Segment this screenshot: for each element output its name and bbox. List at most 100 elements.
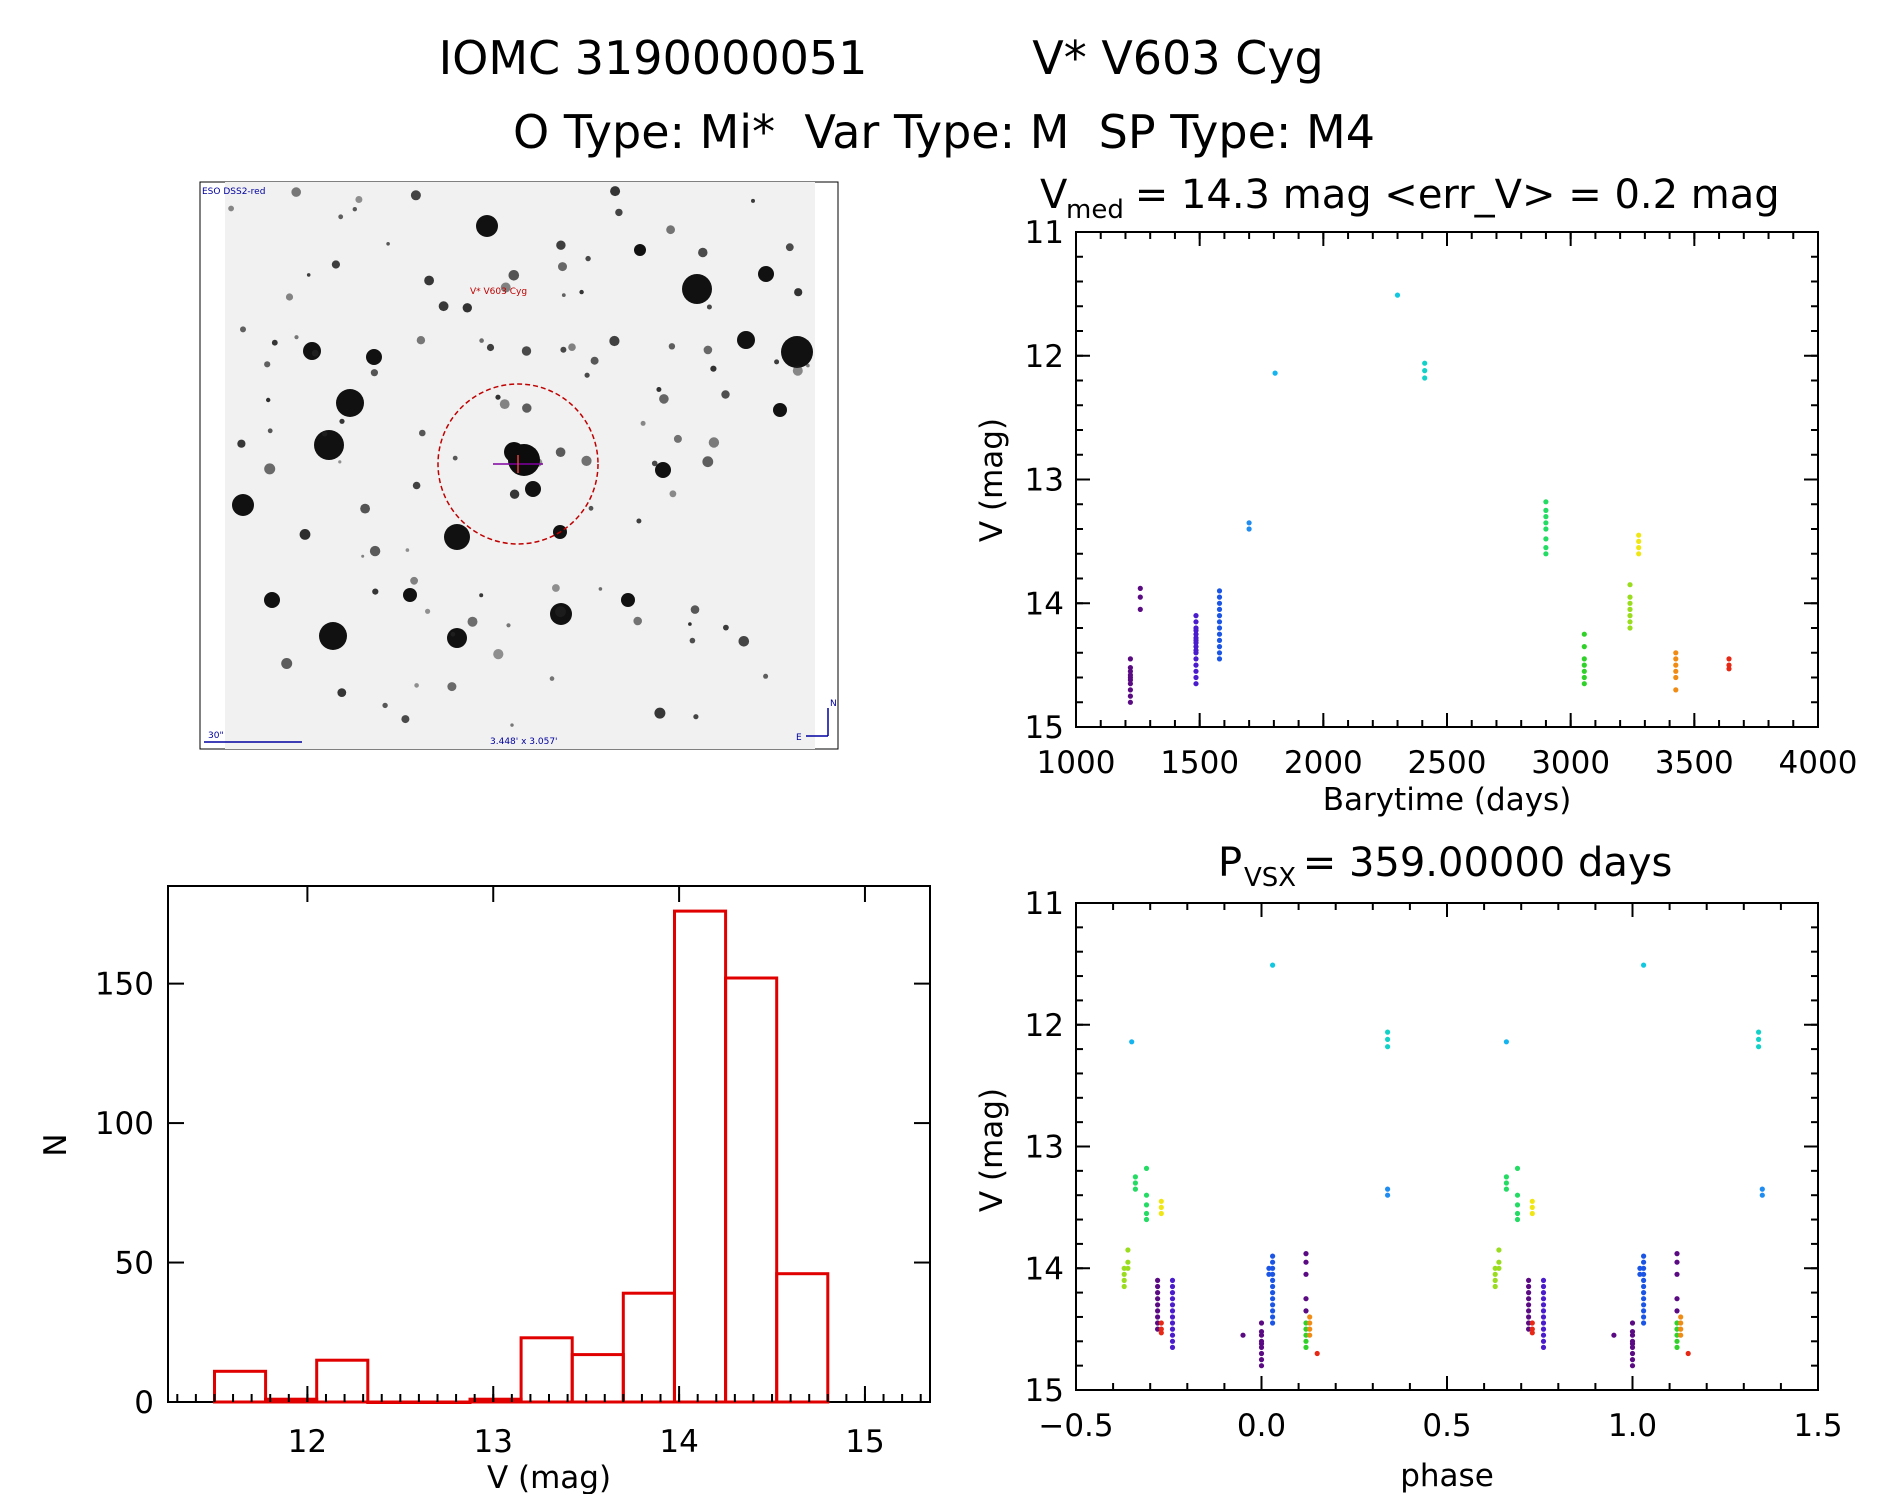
star bbox=[706, 304, 712, 310]
finder-scale-label: 30" bbox=[208, 731, 224, 741]
finder-survey-label: ESO DSS2-red bbox=[202, 187, 265, 197]
phased-point bbox=[1641, 1283, 1647, 1290]
phased-point bbox=[1674, 1251, 1680, 1257]
star bbox=[331, 260, 340, 269]
phased-point bbox=[1258, 1320, 1265, 1326]
lightcurve-point bbox=[1216, 613, 1223, 619]
lightcurve-point bbox=[1193, 631, 1199, 637]
phased-point bbox=[1540, 1296, 1547, 1302]
phased-point bbox=[1629, 1363, 1636, 1369]
lightcurve-point bbox=[1543, 520, 1549, 526]
star bbox=[237, 439, 246, 448]
phased-point bbox=[1307, 1320, 1313, 1326]
phased-point bbox=[1270, 1320, 1276, 1326]
phased-point bbox=[1678, 1326, 1684, 1332]
star bbox=[682, 274, 712, 304]
lightcurve-point bbox=[1543, 499, 1549, 505]
lightcurve-point bbox=[1581, 656, 1587, 662]
star bbox=[568, 343, 576, 352]
phased-point bbox=[1169, 1326, 1176, 1332]
lightcurve-point bbox=[1394, 292, 1401, 298]
phased-point bbox=[1496, 1259, 1502, 1265]
phased-point bbox=[1611, 1332, 1617, 1338]
star bbox=[314, 430, 344, 460]
lightcurve-point bbox=[1673, 650, 1679, 656]
star bbox=[267, 428, 273, 434]
star bbox=[525, 481, 541, 497]
histogram-bar bbox=[673, 909, 728, 1404]
star bbox=[806, 363, 810, 368]
phased-xtick-label: 1.0 bbox=[1608, 1408, 1657, 1444]
lightcurve-point bbox=[1627, 606, 1633, 613]
lightcurve-title-rest: = 14.3 mag <err_V> = 0.2 mag bbox=[1122, 172, 1780, 218]
lightcurve-point bbox=[1216, 619, 1223, 625]
star bbox=[738, 636, 750, 647]
lightcurve-point bbox=[1193, 681, 1199, 687]
lightcurve-point bbox=[1636, 538, 1642, 545]
star bbox=[369, 545, 381, 557]
lightcurve-point bbox=[1216, 644, 1223, 650]
lightcurve-point bbox=[1581, 681, 1587, 687]
lightcurve-point bbox=[1726, 666, 1732, 672]
star bbox=[640, 420, 646, 426]
lightcurve-title-sub: med bbox=[1066, 195, 1124, 225]
phased-point bbox=[1270, 1253, 1276, 1259]
lightcurve-point bbox=[1543, 526, 1549, 532]
lightcurve-point bbox=[1193, 650, 1199, 656]
phased-point bbox=[1385, 1044, 1391, 1050]
star bbox=[522, 403, 532, 413]
star bbox=[723, 624, 729, 631]
phased-point bbox=[1270, 1265, 1276, 1271]
phased-ytick-label: 11 bbox=[1025, 886, 1064, 922]
star bbox=[271, 339, 278, 346]
phased-point bbox=[1629, 1341, 1636, 1347]
histogram-bars bbox=[213, 909, 830, 1404]
star bbox=[561, 293, 566, 297]
phased-point bbox=[1169, 1302, 1176, 1308]
star bbox=[319, 622, 347, 650]
histogram-bar bbox=[724, 976, 779, 1404]
star bbox=[264, 463, 276, 475]
phased-point bbox=[1540, 1302, 1547, 1308]
lightcurve-point bbox=[1581, 668, 1587, 674]
phased-point bbox=[1303, 1338, 1309, 1344]
star bbox=[493, 649, 504, 660]
lightcurve-frame bbox=[1075, 231, 1819, 728]
star bbox=[610, 186, 621, 197]
star bbox=[311, 349, 319, 357]
histogram-ytick-label: 0 bbox=[134, 1385, 154, 1421]
lightcurve-point bbox=[1193, 619, 1199, 625]
star bbox=[521, 346, 532, 356]
star bbox=[264, 592, 280, 608]
finder-object-label: V* V603 Cyg bbox=[470, 287, 527, 297]
star bbox=[476, 215, 498, 237]
phased-point bbox=[1169, 1308, 1176, 1314]
star bbox=[372, 588, 379, 595]
phased-point bbox=[1303, 1326, 1309, 1332]
phased-point bbox=[1158, 1326, 1164, 1332]
star bbox=[579, 289, 584, 295]
phased-point bbox=[1641, 1296, 1647, 1302]
lightcurve-point bbox=[1127, 665, 1133, 671]
lightcurve-xtick-label: 1000 bbox=[1037, 745, 1116, 781]
phased-point bbox=[1258, 1344, 1265, 1350]
histogram-ytick-label: 50 bbox=[115, 1246, 154, 1282]
phased-point bbox=[1540, 1290, 1547, 1296]
star bbox=[285, 293, 294, 301]
phased-title-main: P bbox=[1218, 840, 1242, 886]
histogram-xtick-label: 14 bbox=[659, 1424, 698, 1460]
histogram-xtick-label: 13 bbox=[474, 1424, 513, 1460]
star bbox=[361, 554, 365, 558]
lightcurve-point bbox=[1422, 360, 1428, 366]
phased-point bbox=[1540, 1308, 1547, 1314]
phased-point bbox=[1540, 1283, 1547, 1290]
lightcurve-point bbox=[1127, 677, 1133, 683]
phased-point bbox=[1143, 1192, 1150, 1198]
lightcurve-title-main: V bbox=[1040, 172, 1068, 218]
lightcurve-point bbox=[1636, 532, 1642, 538]
star bbox=[444, 524, 470, 550]
lightcurve-ytick-label: 11 bbox=[1025, 215, 1064, 251]
star bbox=[552, 584, 560, 592]
phased-point bbox=[1385, 1029, 1391, 1035]
histogram-bar bbox=[264, 1397, 319, 1404]
